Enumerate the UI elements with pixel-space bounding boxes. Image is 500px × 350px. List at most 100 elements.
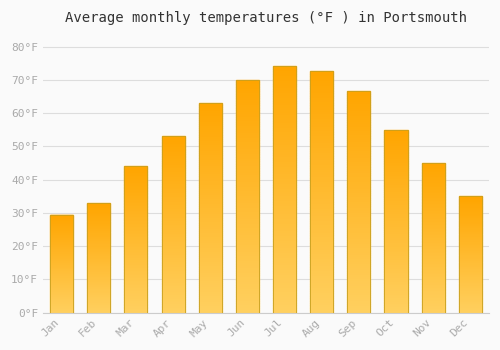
Bar bbox=[124, 238, 148, 239]
Bar bbox=[348, 156, 370, 158]
Bar bbox=[348, 222, 370, 224]
Bar bbox=[162, 235, 184, 237]
Bar bbox=[50, 229, 73, 230]
Bar bbox=[459, 208, 482, 209]
Bar bbox=[50, 218, 73, 219]
Bar bbox=[198, 103, 222, 313]
Bar bbox=[162, 274, 184, 275]
Bar bbox=[384, 184, 407, 187]
Bar bbox=[459, 217, 482, 218]
Bar bbox=[236, 189, 259, 191]
Bar bbox=[384, 230, 407, 232]
Bar bbox=[236, 236, 259, 238]
Bar bbox=[384, 269, 407, 271]
Bar bbox=[348, 231, 370, 233]
Bar bbox=[310, 108, 333, 110]
Bar bbox=[162, 239, 184, 240]
Bar bbox=[87, 310, 110, 312]
Bar bbox=[348, 271, 370, 273]
Bar bbox=[348, 105, 370, 107]
Bar bbox=[422, 215, 444, 217]
Bar bbox=[236, 233, 259, 236]
Bar bbox=[124, 270, 148, 272]
Bar bbox=[310, 100, 333, 103]
Bar bbox=[422, 188, 444, 190]
Bar bbox=[459, 271, 482, 272]
Bar bbox=[198, 124, 222, 126]
Bar bbox=[422, 281, 444, 283]
Bar bbox=[384, 214, 407, 216]
Bar bbox=[236, 110, 259, 112]
Bar bbox=[124, 206, 148, 207]
Bar bbox=[50, 272, 73, 273]
Bar bbox=[50, 222, 73, 223]
Bar bbox=[124, 187, 148, 188]
Bar bbox=[162, 246, 184, 247]
Bar bbox=[310, 204, 333, 206]
Bar bbox=[459, 294, 482, 295]
Bar bbox=[236, 257, 259, 259]
Bar bbox=[348, 213, 370, 215]
Bar bbox=[236, 80, 259, 313]
Bar bbox=[236, 108, 259, 110]
Bar bbox=[348, 98, 370, 100]
Bar bbox=[162, 240, 184, 242]
Bar bbox=[422, 248, 444, 250]
Bar bbox=[422, 203, 444, 205]
Bar bbox=[50, 302, 73, 303]
Bar bbox=[162, 237, 184, 239]
Bar bbox=[124, 275, 148, 276]
Bar bbox=[273, 209, 296, 212]
Bar bbox=[236, 224, 259, 226]
Bar bbox=[87, 264, 110, 265]
Bar bbox=[348, 297, 370, 299]
Bar bbox=[459, 202, 482, 203]
Bar bbox=[162, 293, 184, 295]
Bar bbox=[422, 262, 444, 263]
Bar bbox=[384, 227, 407, 229]
Bar bbox=[422, 251, 444, 253]
Bar bbox=[198, 126, 222, 128]
Bar bbox=[124, 250, 148, 251]
Bar bbox=[384, 261, 407, 263]
Bar bbox=[162, 290, 184, 292]
Bar bbox=[87, 232, 110, 233]
Bar bbox=[273, 143, 296, 145]
Bar bbox=[236, 157, 259, 159]
Bar bbox=[87, 258, 110, 259]
Bar bbox=[50, 238, 73, 239]
Bar bbox=[310, 156, 333, 158]
Bar bbox=[273, 158, 296, 160]
Bar bbox=[422, 308, 444, 310]
Bar bbox=[87, 274, 110, 275]
Bar bbox=[348, 246, 370, 248]
Bar bbox=[459, 312, 482, 313]
Bar bbox=[310, 71, 333, 313]
Bar bbox=[198, 206, 222, 208]
Bar bbox=[124, 257, 148, 259]
Bar bbox=[459, 273, 482, 274]
Bar bbox=[348, 180, 370, 182]
Bar bbox=[422, 289, 444, 290]
Bar bbox=[124, 176, 148, 178]
Bar bbox=[87, 294, 110, 295]
Bar bbox=[198, 202, 222, 204]
Bar bbox=[384, 164, 407, 166]
Bar bbox=[198, 281, 222, 283]
Bar bbox=[198, 149, 222, 151]
Bar bbox=[310, 231, 333, 233]
Bar bbox=[422, 163, 444, 164]
Bar bbox=[348, 206, 370, 209]
Bar bbox=[422, 296, 444, 297]
Bar bbox=[124, 278, 148, 279]
Bar bbox=[422, 224, 444, 226]
Bar bbox=[50, 274, 73, 275]
Bar bbox=[236, 98, 259, 101]
Bar bbox=[273, 295, 296, 298]
Bar bbox=[348, 275, 370, 277]
Bar bbox=[384, 267, 407, 269]
Bar bbox=[124, 196, 148, 197]
Bar bbox=[162, 212, 184, 214]
Bar bbox=[124, 220, 148, 222]
Bar bbox=[273, 212, 296, 214]
